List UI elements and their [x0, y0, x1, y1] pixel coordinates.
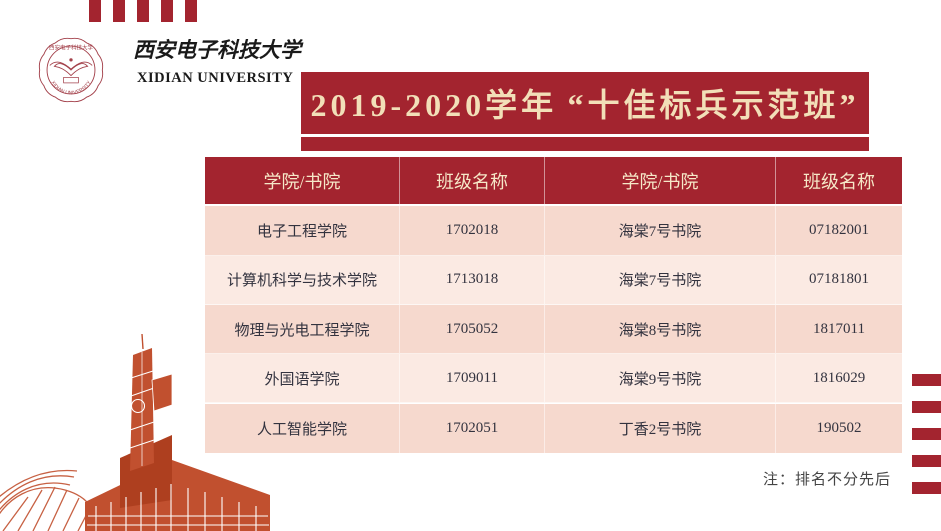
- svg-text:西安电子科技大学: 西安电子科技大学: [49, 44, 94, 52]
- svg-text:XIDIAN UNIVERSITY: XIDIAN UNIVERSITY: [49, 80, 92, 97]
